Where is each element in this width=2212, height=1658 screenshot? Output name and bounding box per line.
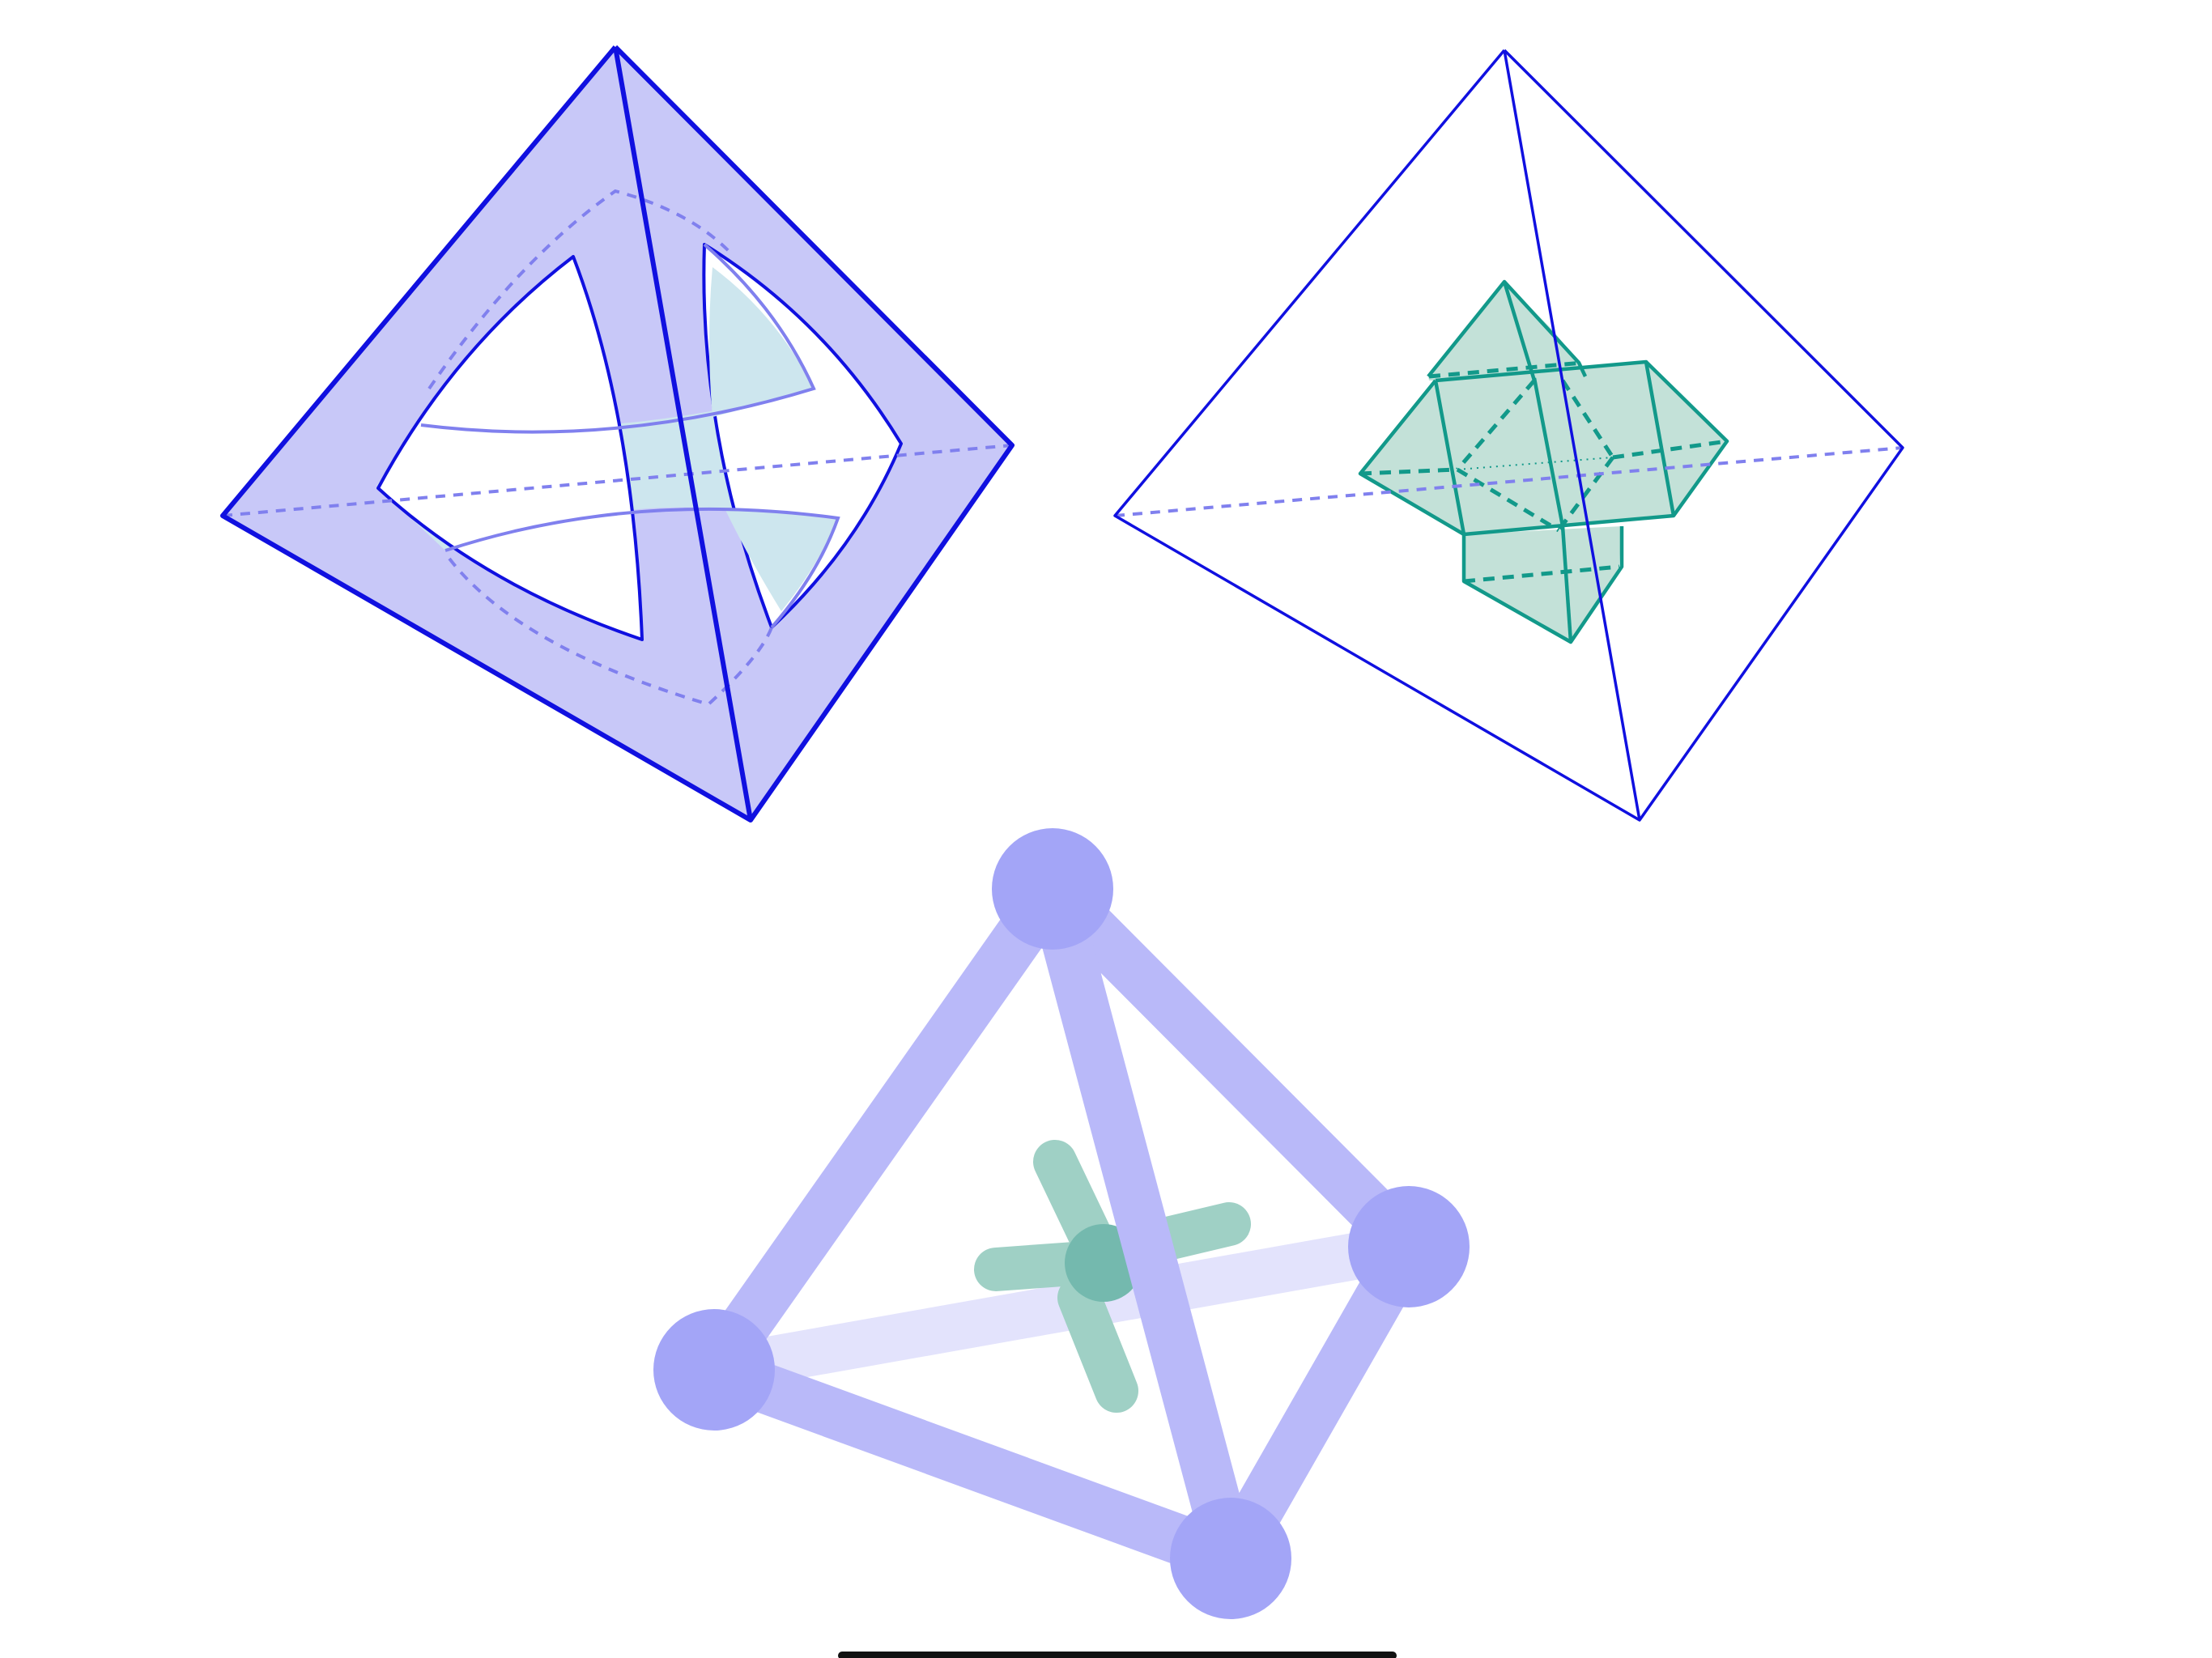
figure-tetrahedron-ball-stick bbox=[653, 828, 1470, 1619]
cross-upper-prism-edges bbox=[1427, 279, 1588, 378]
node-bottom bbox=[1170, 1498, 1291, 1619]
cross-lower-ridge bbox=[1560, 525, 1573, 643]
hidden-arc-lower bbox=[448, 557, 773, 707]
opening-left bbox=[376, 255, 644, 641]
node-apex bbox=[992, 828, 1113, 950]
tetrahedron-1-band-inner-lower bbox=[725, 508, 838, 611]
tetrahedron-1-band-inner bbox=[709, 267, 814, 417]
node-left bbox=[653, 1309, 775, 1431]
cross-mid-vertical bbox=[1532, 377, 1565, 527]
cross-hidden-1 bbox=[1428, 360, 1584, 379]
tetrahedron-1-front-edge bbox=[613, 46, 753, 821]
cross-upper-prism bbox=[1428, 282, 1591, 380]
stick-left-bottom bbox=[689, 1345, 1256, 1584]
cross-main-box bbox=[1360, 362, 1727, 534]
cross-hidden-5 bbox=[1456, 379, 1536, 471]
figure-tetrahedron-cross bbox=[1113, 49, 1904, 822]
cross-hidden-4 bbox=[1463, 564, 1620, 584]
band-upper-edge bbox=[420, 243, 816, 434]
cross-left-wedge bbox=[1358, 379, 1465, 536]
cross-hidden-2 bbox=[1359, 467, 1458, 476]
hidden-edge-1 bbox=[222, 444, 1013, 517]
cross-hidden-8 bbox=[1556, 456, 1615, 532]
stick-apex-right bbox=[1027, 864, 1434, 1272]
tetrahedron-2-dotted-axis bbox=[1457, 457, 1614, 470]
cross-lower-prism bbox=[1464, 526, 1622, 642]
cross-hidden-7 bbox=[1456, 467, 1560, 533]
stick-apex-bottom bbox=[1027, 864, 1256, 1584]
node-right bbox=[1348, 1186, 1470, 1307]
figure-tetrahedron-openings bbox=[220, 45, 1015, 823]
band-lower-edge bbox=[445, 507, 840, 629]
cross-stick-vertical-bottom bbox=[1057, 1276, 1138, 1413]
cross-hidden-6 bbox=[1560, 379, 1615, 459]
tetrahedron-2-hidden-edge bbox=[1114, 446, 1904, 517]
tetrahedron-2-front-edge bbox=[1503, 49, 1641, 821]
stick-apex-left bbox=[689, 864, 1078, 1395]
cross-right-wedge bbox=[1644, 360, 1729, 517]
hidden-arc bbox=[428, 189, 730, 390]
cross-upper-ridge bbox=[1502, 281, 1537, 381]
